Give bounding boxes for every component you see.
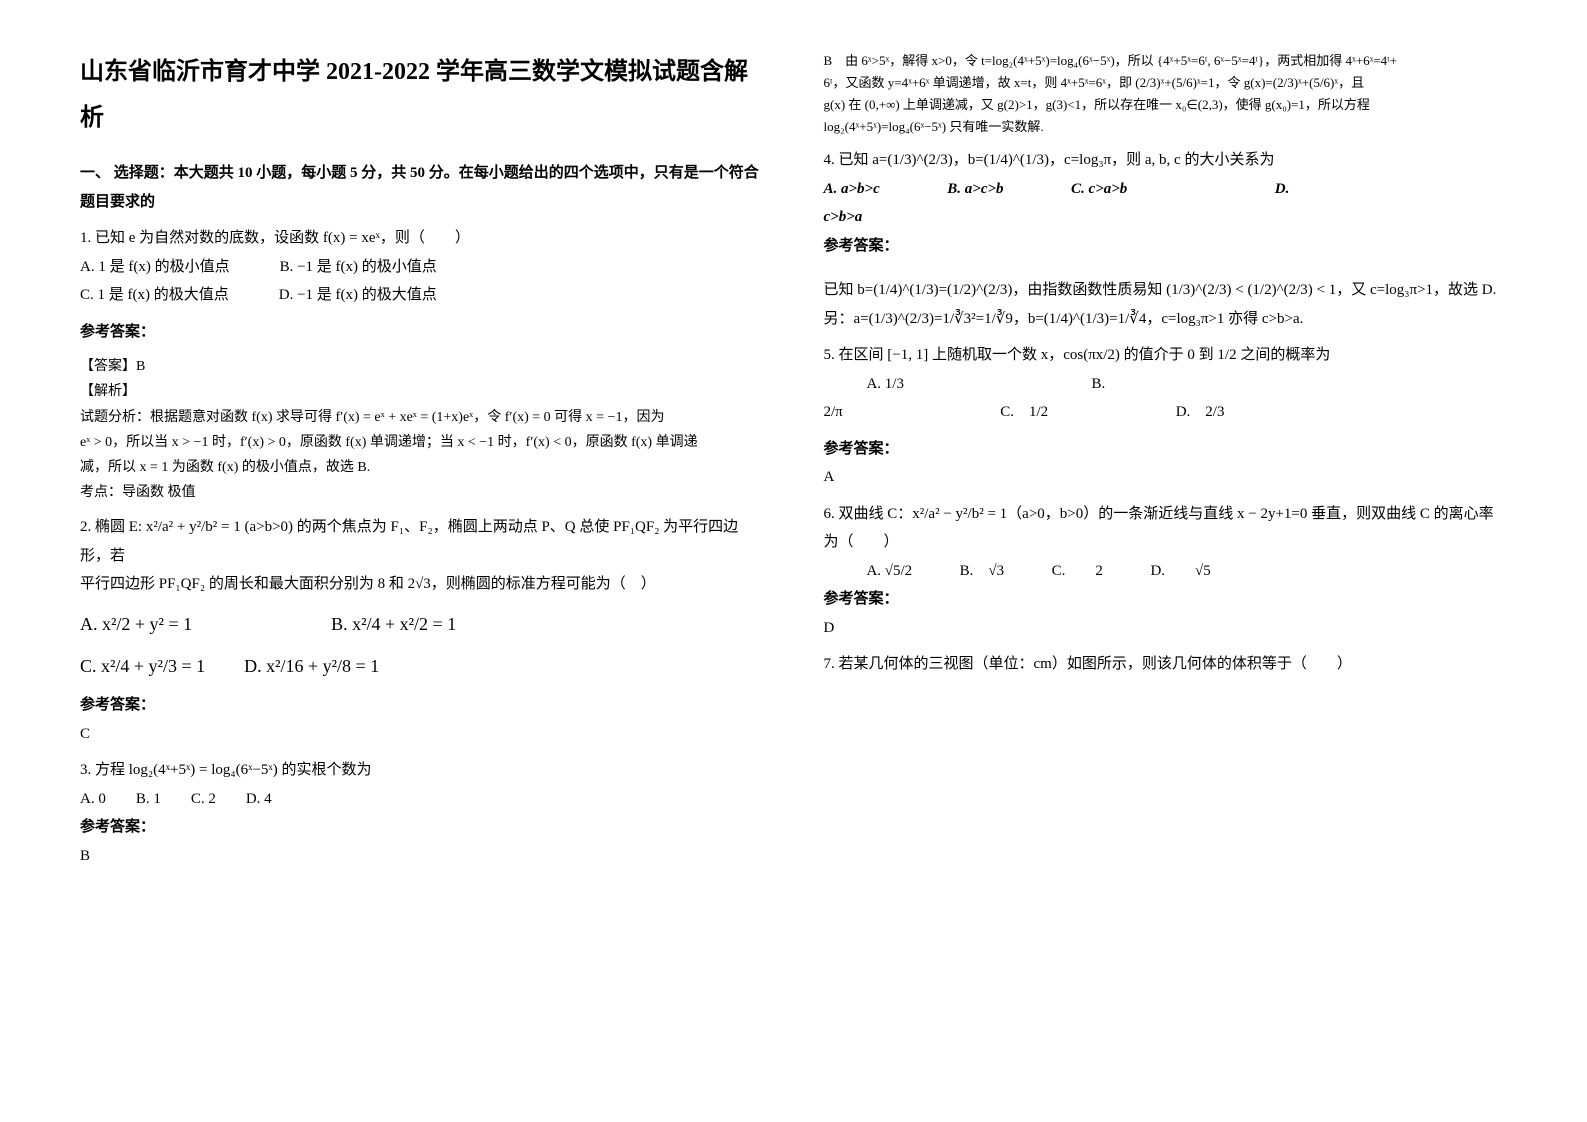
q3-ref-label: 参考答案： [80, 813, 764, 842]
q3-expl-4: log₂(4ˣ+5ˣ)=log₄(6ˣ−5ˣ) 只有唯一实数解. [824, 116, 1508, 138]
q1-expl-tag: 【解析】 [80, 379, 764, 404]
q1-opt-c: C. 1 是 f(x) 的极大值点D. −1 是 f(x) 的极大值点 [80, 281, 764, 310]
q1-expl-4: 考点：导函数 极值 [80, 480, 764, 505]
q3-expl-2: 6ᵗ，又函数 y=4ˣ+6ˣ 单调递增，故 x=t，则 4ˣ+5ˣ=6ˣ，即 (… [824, 72, 1508, 94]
q4-expl-1: 已知 b=(1/4)^(1/3)=(1/2)^(2/3)，由指数函数性质易知 (… [824, 276, 1508, 305]
q2-ref-label: 参考答案： [80, 691, 764, 720]
q3-ans: B [80, 842, 764, 871]
q2-ans: C [80, 720, 764, 749]
q5-opts-row2: 2/π C. 1/2 D. 2/3 [824, 398, 1508, 427]
q7-stem: 7. 若某几何体的三视图（单位：cm）如图所示，则该几何体的体积等于（ ） [824, 650, 1508, 679]
q6-ans: D [824, 614, 1508, 643]
q4-opt-d2: c>b>a [824, 203, 1508, 232]
q1-opt-a: A. 1 是 f(x) 的极小值点B. −1 是 f(x) 的极小值点 [80, 253, 764, 282]
q2-opts-row2: C. x²/4 + y²/3 = 1 D. x²/16 + y²/8 = 1 [80, 649, 764, 683]
q1-ans-tag: 【答案】B [80, 354, 764, 379]
section1-head: 一、 选择题：本大题共 10 小题，每小题 5 分，共 50 分。在每小题给出的… [80, 159, 764, 216]
q6-stem: 6. 双曲线 C：x²/a² − y²/b² = 1（a>0，b>0）的一条渐近… [824, 500, 1508, 557]
q3-opts: A. 0 B. 1 C. 2 D. 4 [80, 785, 764, 814]
q1-expl-3: 减，所以 x = 1 为函数 f(x) 的极小值点，故选 B. [80, 455, 764, 480]
q2-opts-row1: A. x²/2 + y² = 1 B. x²/4 + x²/2 = 1 [80, 607, 764, 641]
q4-expl-2: 另：a=(1/3)^(2/3)=1/∛3²=1/∛9，b=(1/4)^(1/3)… [824, 305, 1508, 334]
q5-ref-label: 参考答案： [824, 435, 1508, 464]
q4-ref-label: 参考答案： [824, 232, 1508, 261]
q2-stem-2: 平行四边形 PF₁QF₂ 的周长和最大面积分别为 8 和 2√3，则椭圆的标准方… [80, 570, 764, 599]
q5-stem: 5. 在区间 [−1, 1] 上随机取一个数 x，cos(πx/2) 的值介于 … [824, 341, 1508, 370]
q5-opts-row1: A. 1/3 B. [824, 370, 1508, 399]
q3-stem: 3. 方程 log₂(4ˣ+5ˣ) = log₄(6ˣ−5ˣ) 的实根个数为 [80, 756, 764, 785]
q4-opts: A. a>b>c B. a>c>b C. c>a>b D. [824, 175, 1508, 204]
ref-answer-label: 参考答案： [80, 318, 764, 347]
q2-stem-1: 2. 椭圆 E: x²/a² + y²/b² = 1 (a>b>0) 的两个焦点… [80, 513, 764, 570]
q3-expl-3: g(x) 在 (0,+∞) 上单调递减，又 g(2)>1，g(3)<1，所以存在… [824, 94, 1508, 116]
q1-expl-1: 试题分析：根据题意对函数 f(x) 求导可得 f′(x) = eˣ + xeˣ … [80, 405, 764, 430]
q5-ans: A [824, 463, 1508, 492]
q1-stem: 1. 已知 e 为自然对数的底数，设函数 f(x) = xeˣ，则（ ） [80, 224, 764, 253]
q6-opts: A. √5/2 B. √3 C. 2 D. √5 [824, 557, 1508, 586]
doc-title: 山东省临沂市育才中学 2021-2022 学年高三数学文模拟试题含解析 [80, 50, 764, 141]
q3-expl-1: B 由 6ˣ>5ˣ，解得 x>0，令 t=log₂(4ˣ+5ˣ)=log₄(6ˣ… [824, 50, 1508, 72]
q1-expl-2: eˣ > 0，所以当 x > −1 时，f′(x) > 0，原函数 f(x) 单… [80, 430, 764, 455]
q4-stem: 4. 已知 a=(1/3)^(2/3)，b=(1/4)^(1/3)，c=log₃… [824, 146, 1508, 175]
q6-ref-label: 参考答案： [824, 585, 1508, 614]
